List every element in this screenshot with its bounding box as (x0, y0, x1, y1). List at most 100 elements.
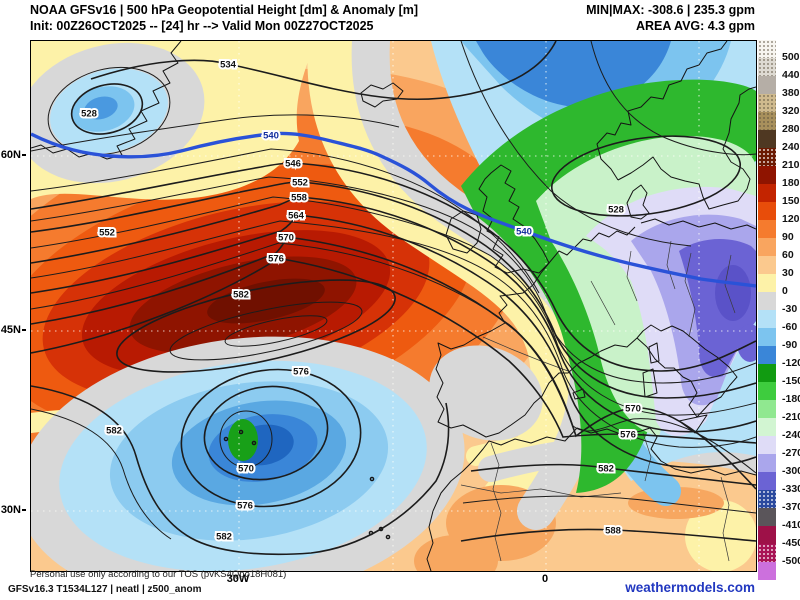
contour-label: 582 (216, 532, 232, 543)
colorbar-band (758, 274, 776, 292)
coastline-baltic-south (640, 218, 756, 230)
colorbar-tick-label: 240 (782, 141, 800, 153)
contour-label: 576 (293, 367, 309, 378)
colorbar-band (758, 544, 776, 562)
colorbar-band (758, 436, 776, 454)
minmax-stat: MIN|MAX: -308.6 | 235.3 gpm (586, 3, 755, 17)
header-stats: MIN|MAX: -308.6 | 235.3 gpm AREA AVG: 4.3… (586, 3, 755, 34)
colorbar-band (758, 130, 776, 148)
colorbar-tick-label: -240 (782, 429, 800, 441)
contour-label: 528 (81, 109, 97, 120)
colorbar-tick-label: 180 (782, 177, 800, 189)
coastline-africa-west (426, 510, 434, 571)
brand-link[interactable]: weathermodels.com (625, 580, 755, 595)
colorbar-band (758, 490, 776, 508)
coastline-corsica (648, 342, 660, 364)
colorbar-tick-label: -370 (782, 501, 800, 513)
header-left: NOAA GFSv16 | 500 hPa Geopotential Heigh… (30, 3, 418, 34)
borders-layer (460, 240, 736, 562)
contour-label: 582 (598, 464, 614, 475)
colorbar-tick-label: 320 (782, 105, 800, 117)
colorbar-bands (758, 40, 776, 580)
colorbar-tick-label: 30 (782, 267, 794, 279)
coastline-mallorca (572, 388, 586, 400)
contour-label: 534 (220, 60, 237, 71)
contour-label: 528 (608, 205, 624, 216)
coastline-ireland (445, 210, 482, 254)
contour-label: 576 (268, 254, 284, 265)
colorbar-band (758, 112, 776, 130)
colorbar-band (758, 364, 776, 382)
colorbar-tick-label: 90 (782, 231, 794, 243)
anomaly-colorbar: 500 440 380 320 280 240 210 180 150 120 90 60 30 0 -30… (758, 40, 800, 580)
contour-labels-layer: 528 534 540 546 552 558 564 570 576 582 552 540 528 5… (79, 58, 643, 545)
colorbar-band (758, 562, 776, 580)
colorbar-band (758, 184, 776, 202)
coastline-sicily (678, 414, 708, 434)
colorbar-band (758, 508, 776, 526)
contour-label: 564 (288, 211, 305, 222)
model-info: GFSv16.3 T1534L127 | neatl | z500_anom (8, 584, 202, 595)
contour-label: 570 (625, 404, 641, 415)
islands-canaries (368, 476, 391, 540)
contour-label: 540 (516, 227, 532, 238)
map-svg: 528 534 540 546 552 558 564 570 576 582 552 540 528 5… (31, 41, 756, 571)
coastline-west-europe (435, 226, 638, 438)
colorbar-tick-label: -450 (782, 537, 800, 549)
colorbar-band (758, 472, 776, 490)
coastline-sweden-baltic (617, 86, 756, 210)
colorbar-tick-label: -330 (782, 483, 800, 495)
colorbar-band (758, 526, 776, 544)
colorbar-band (758, 58, 776, 76)
colorbar-tick-label: 440 (782, 69, 800, 81)
contour-lines-layer (31, 41, 756, 556)
colorbar-band (758, 328, 776, 346)
y-axis-label: 45N (0, 324, 26, 336)
colorbar-tick-label: 60 (782, 249, 794, 261)
contour-label: 546 (285, 159, 301, 170)
colorbar-band (758, 310, 776, 328)
contour-label: 540 (263, 131, 279, 142)
colorbar-band (758, 256, 776, 274)
contour-label: 582 (233, 290, 249, 301)
colorbar-tick-label: 150 (782, 195, 800, 207)
area-avg-stat: AREA AVG: 4.3 gpm (636, 18, 755, 33)
colorbar-tick-label: 0 (782, 285, 788, 297)
coastline-norway (596, 41, 728, 181)
colorbar-band (758, 220, 776, 238)
colorbar-band (758, 400, 776, 418)
colorbar-band (758, 202, 776, 220)
colorbar-tick-label: -410 (782, 519, 800, 531)
colorbar-tick-label: -120 (782, 357, 800, 369)
contour-label: 552 (99, 228, 115, 239)
contour-label: 558 (291, 193, 307, 204)
colorbar-band (758, 382, 776, 400)
colorbar-band (758, 40, 776, 58)
map-subtitle: Init: 00Z26OCT2025 -- [24] hr --> Valid … (30, 18, 374, 33)
colorbar-tick-label: 380 (782, 87, 800, 99)
x-axis-label: 30W (226, 573, 250, 585)
contour-label: 588 (605, 526, 621, 537)
contour-540-highlight (31, 131, 756, 288)
y-axis-label: 60N (0, 149, 26, 161)
colorbar-tick-label: -90 (782, 339, 798, 351)
colorbar-tick-label: 210 (782, 159, 800, 171)
x-axis-label: 0 (541, 573, 549, 585)
colorbar-band (758, 292, 776, 310)
colorbar-tick-label: 280 (782, 123, 800, 135)
contour-label: 576 (620, 430, 636, 441)
colorbar-band (758, 418, 776, 436)
contour-label: 552 (292, 178, 308, 189)
coastline-iceland (360, 82, 404, 108)
y-axis-label: 30N (0, 504, 26, 516)
colorbar-band (758, 238, 776, 256)
coastline-north-africa (432, 427, 756, 512)
colorbar-tick-label: -500 (782, 555, 800, 567)
colorbar-tick-label: -60 (782, 321, 798, 333)
map-canvas: 528 534 540 546 552 558 564 570 576 582 552 540 528 5… (30, 40, 757, 572)
colorbar-band (758, 346, 776, 364)
map-title: NOAA GFSv16 | 500 hPa Geopotential Heigh… (30, 3, 419, 17)
colorbar-band (758, 454, 776, 472)
colorbar-tick-label: 500 (782, 51, 800, 63)
